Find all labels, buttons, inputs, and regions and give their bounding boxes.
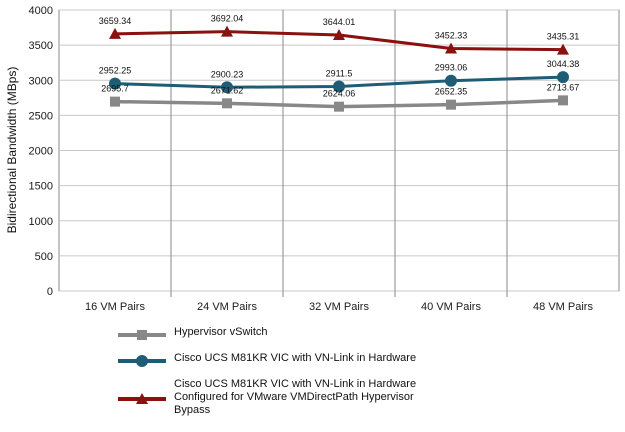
data-label: 2911.5 bbox=[326, 68, 353, 78]
grid-lines bbox=[58, 9, 620, 297]
data-point-triangle bbox=[109, 27, 121, 39]
legend-item-hypervisor-vswitch: Hypervisor vSwitch bbox=[118, 326, 618, 344]
data-label: 3452.33 bbox=[435, 30, 468, 40]
data-point-circle bbox=[221, 81, 233, 94]
legend-item-vn-link: Cisco UCS M81KR VIC with VN-Link in Hard… bbox=[118, 352, 618, 370]
data-point-square bbox=[222, 98, 232, 109]
x-tick-label: 40 VM Pairs bbox=[421, 301, 481, 313]
data-label: 3435.31 bbox=[547, 32, 580, 42]
data-point-triangle bbox=[557, 43, 569, 55]
data-labels: 2695.7 2671.62 2624.06 2652.35 2713.67 2952.2… bbox=[99, 14, 580, 99]
y-tick-label: 3000 bbox=[29, 75, 53, 87]
data-point-circle bbox=[109, 77, 121, 90]
data-label: 2900.23 bbox=[211, 69, 244, 79]
data-point-square bbox=[334, 101, 344, 112]
series-group bbox=[109, 25, 569, 112]
y-tick-label: 3500 bbox=[29, 40, 53, 52]
y-tick-label: 4000 bbox=[29, 5, 53, 17]
y-axis-ticks: 0 500 1000 1500 2000 2500 3000 3500 4000 bbox=[29, 5, 53, 298]
y-tick-label: 0 bbox=[47, 286, 53, 298]
data-point-circle bbox=[333, 80, 345, 93]
y-axis-label: Bidirectional Bandwidth (MBps) bbox=[5, 67, 19, 234]
x-tick-label: 24 VM Pairs bbox=[197, 301, 257, 313]
legend-label: Hypervisor vSwitch bbox=[174, 326, 268, 338]
data-point-triangle bbox=[221, 25, 233, 37]
data-label: 3044.38 bbox=[547, 59, 580, 69]
data-label: 3644.01 bbox=[323, 17, 356, 27]
data-label: 2652.35 bbox=[435, 87, 468, 97]
legend-label: Cisco UCS M81KR VIC with VN-Link in Hard… bbox=[174, 352, 417, 364]
data-label: 3659.34 bbox=[99, 16, 132, 26]
legend-label: Cisco UCS M81KR VIC with VN-Link in Hard… bbox=[174, 378, 417, 416]
x-tick-label: 48 VM Pairs bbox=[533, 301, 593, 313]
data-point-circle bbox=[445, 74, 457, 87]
y-tick-label: 1000 bbox=[29, 216, 53, 228]
data-label: 2993.06 bbox=[435, 63, 468, 73]
x-tick-label: 16 VM Pairs bbox=[85, 301, 145, 313]
legend-swatch-circle bbox=[118, 355, 166, 367]
x-tick-label: 32 VM Pairs bbox=[309, 301, 369, 313]
legend-swatch-triangle bbox=[118, 393, 166, 404]
y-tick-label: 1500 bbox=[29, 181, 53, 193]
data-point-square bbox=[446, 99, 456, 110]
data-label: 3692.04 bbox=[211, 14, 244, 24]
data-label: 2952.25 bbox=[99, 66, 132, 76]
legend: Hypervisor vSwitch Cisco UCS M81KR VIC w… bbox=[118, 326, 618, 432]
data-point-triangle bbox=[333, 29, 345, 41]
data-label: 2713.67 bbox=[547, 82, 580, 92]
legend-item-vmdirectpath: Cisco UCS M81KR VIC with VN-Link in Hard… bbox=[118, 378, 618, 424]
y-tick-label: 500 bbox=[35, 251, 53, 263]
data-label: 2671.62 bbox=[211, 85, 244, 95]
y-tick-label: 2000 bbox=[29, 146, 53, 158]
y-tick-label: 2500 bbox=[29, 110, 53, 122]
data-label: 2624.06 bbox=[323, 89, 356, 99]
data-point-square bbox=[110, 96, 120, 107]
data-label: 2695.7 bbox=[101, 84, 129, 94]
x-axis-ticks: 16 VM Pairs 24 VM Pairs 32 VM Pairs 40 VM P… bbox=[85, 301, 593, 313]
data-point-square bbox=[558, 95, 568, 106]
legend-swatch-square bbox=[118, 330, 166, 340]
data-point-circle bbox=[557, 71, 569, 84]
data-point-triangle bbox=[445, 42, 457, 54]
